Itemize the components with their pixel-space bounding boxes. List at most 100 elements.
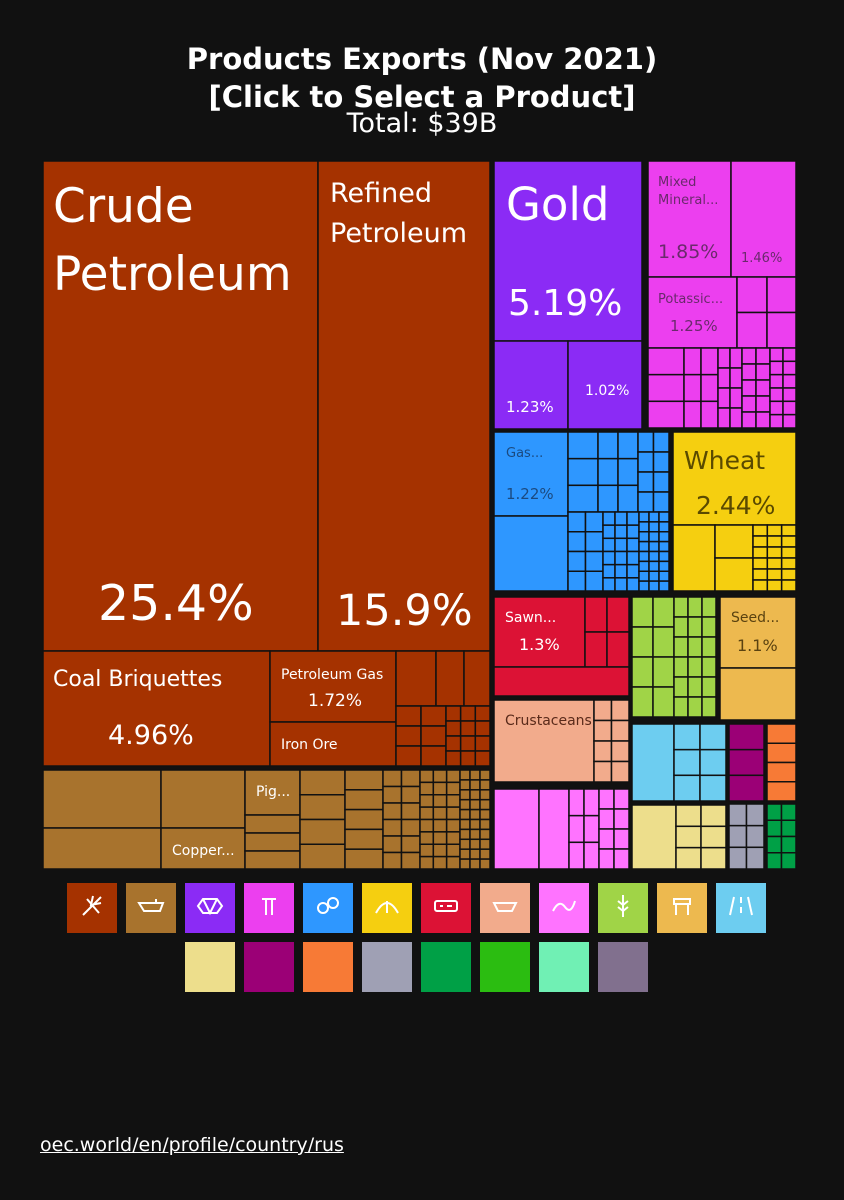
- treemap-minor-tile[interactable]: [614, 524, 628, 540]
- treemap-minor-tile[interactable]: [459, 828, 471, 841]
- treemap-minor-tile[interactable]: [699, 723, 727, 751]
- treemap-minor-tile[interactable]: [673, 676, 689, 698]
- treemap-minor-tile[interactable]: [648, 560, 660, 572]
- legend-transportation[interactable]: [716, 883, 766, 933]
- treemap-tile[interactable]: [672, 524, 716, 592]
- tile-sawn-wood[interactable]: [493, 596, 586, 668]
- treemap-minor-tile[interactable]: [652, 431, 670, 453]
- treemap-minor-tile[interactable]: [755, 379, 771, 397]
- treemap-minor-tile[interactable]: [469, 769, 481, 781]
- treemap-minor-tile[interactable]: [479, 808, 491, 821]
- treemap-minor-tile[interactable]: [648, 521, 660, 533]
- treemap-minor-tile[interactable]: [687, 636, 703, 658]
- treemap-minor-tile[interactable]: [593, 740, 613, 763]
- treemap-minor-tile[interactable]: [419, 794, 435, 808]
- treemap-minor-tile[interactable]: [610, 699, 630, 722]
- treemap-minor-tile[interactable]: [474, 705, 491, 722]
- treemap-minor-tile[interactable]: [597, 484, 619, 513]
- treemap-minor-tile[interactable]: [432, 855, 448, 870]
- treemap-minor-tile[interactable]: [602, 577, 616, 592]
- treemap-minor-tile[interactable]: [717, 387, 731, 409]
- treemap-minor-tile[interactable]: [299, 794, 346, 821]
- treemap-minor-tile[interactable]: [382, 818, 403, 837]
- treemap-minor-tile[interactable]: [432, 843, 448, 858]
- treemap-minor-tile[interactable]: [593, 699, 613, 722]
- legend-chemical-products[interactable]: [244, 883, 294, 933]
- treemap-minor-tile[interactable]: [469, 808, 481, 821]
- treemap-minor-tile[interactable]: [652, 471, 670, 493]
- treemap-minor-tile[interactable]: [469, 779, 481, 791]
- treemap-minor-tile[interactable]: [445, 855, 461, 870]
- treemap-minor-tile[interactable]: [479, 789, 491, 801]
- treemap-minor-tile[interactable]: [673, 636, 689, 658]
- treemap-minor-tile[interactable]: [766, 781, 797, 802]
- treemap-minor-tile[interactable]: [568, 841, 585, 870]
- tile-precious-metal-2[interactable]: [493, 340, 569, 430]
- treemap-minor-tile[interactable]: [673, 596, 689, 618]
- treemap[interactable]: Crude Petroleum 25.4% Refined Petroleum 15.9%…: [0, 0, 844, 880]
- treemap-minor-tile[interactable]: [729, 407, 743, 429]
- treemap-tile[interactable]: [42, 769, 162, 829]
- treemap-minor-tile[interactable]: [717, 407, 731, 429]
- treemap-minor-tile[interactable]: [613, 828, 630, 850]
- treemap-minor-tile[interactable]: [610, 760, 630, 783]
- treemap-minor-tile[interactable]: [687, 676, 703, 698]
- treemap-minor-tile[interactable]: [701, 596, 717, 618]
- treemap-minor-tile[interactable]: [445, 831, 461, 845]
- treemap-minor-tile[interactable]: [766, 803, 783, 821]
- treemap-minor-tile[interactable]: [638, 521, 650, 533]
- treemap-minor-tile[interactable]: [614, 563, 628, 579]
- treemap-minor-tile[interactable]: [400, 785, 421, 804]
- treemap-minor-tile[interactable]: [459, 848, 471, 860]
- treemap-minor-tile[interactable]: [432, 831, 448, 845]
- treemap-tile[interactable]: [493, 788, 540, 870]
- tile-copper[interactable]: [160, 827, 246, 870]
- treemap-minor-tile[interactable]: [769, 413, 784, 429]
- treemap-minor-tile[interactable]: [780, 535, 797, 548]
- treemap-minor-tile[interactable]: [598, 828, 615, 850]
- treemap-minor-tile[interactable]: [432, 769, 448, 784]
- legend-metals[interactable]: [126, 883, 176, 933]
- treemap-minor-tile[interactable]: [658, 540, 670, 553]
- treemap-minor-tile[interactable]: [648, 540, 660, 553]
- treemap-minor-tile[interactable]: [683, 347, 702, 376]
- treemap-minor-tile[interactable]: [755, 363, 771, 381]
- treemap-minor-tile[interactable]: [299, 769, 346, 796]
- treemap-minor-tile[interactable]: [766, 568, 783, 581]
- treemap-minor-tile[interactable]: [631, 626, 654, 658]
- treemap-minor-tile[interactable]: [606, 631, 630, 668]
- treemap-minor-tile[interactable]: [782, 360, 797, 376]
- treemap-minor-tile[interactable]: [419, 806, 435, 821]
- treemap-minor-tile[interactable]: [597, 431, 619, 460]
- treemap-minor-tile[interactable]: [613, 788, 630, 810]
- treemap-minor-tile[interactable]: [567, 570, 587, 592]
- treemap-minor-tile[interactable]: [782, 387, 797, 403]
- treemap-minor-tile[interactable]: [766, 819, 783, 838]
- treemap-minor-tile[interactable]: [687, 656, 703, 678]
- treemap-tile[interactable]: [463, 650, 491, 707]
- legend-miscellaneous[interactable]: [598, 942, 648, 992]
- treemap-minor-tile[interactable]: [419, 781, 435, 796]
- tile-iron-ore[interactable]: [269, 721, 397, 767]
- treemap-minor-tile[interactable]: [420, 725, 447, 747]
- treemap-tile[interactable]: [493, 666, 630, 697]
- tile-petroleum-gas[interactable]: [269, 650, 397, 723]
- treemap-minor-tile[interactable]: [638, 580, 650, 592]
- treemap-minor-tile[interactable]: [469, 798, 481, 811]
- treemap-minor-tile[interactable]: [648, 570, 660, 582]
- treemap-minor-tile[interactable]: [755, 347, 771, 365]
- treemap-minor-tile[interactable]: [419, 855, 435, 870]
- treemap-minor-tile[interactable]: [626, 577, 640, 592]
- treemap-minor-tile[interactable]: [687, 696, 703, 718]
- treemap-minor-tile[interactable]: [769, 400, 784, 416]
- legend-animal-hides[interactable]: [539, 942, 589, 992]
- legend-weapons[interactable]: [244, 942, 294, 992]
- tile-wheat[interactable]: [672, 431, 797, 526]
- treemap-minor-tile[interactable]: [700, 846, 727, 870]
- treemap-minor-tile[interactable]: [445, 735, 462, 752]
- treemap-tile[interactable]: [719, 667, 797, 721]
- treemap-minor-tile[interactable]: [652, 451, 670, 473]
- treemap-minor-tile[interactable]: [766, 276, 797, 314]
- treemap-minor-tile[interactable]: [736, 311, 768, 349]
- treemap-minor-tile[interactable]: [469, 828, 481, 841]
